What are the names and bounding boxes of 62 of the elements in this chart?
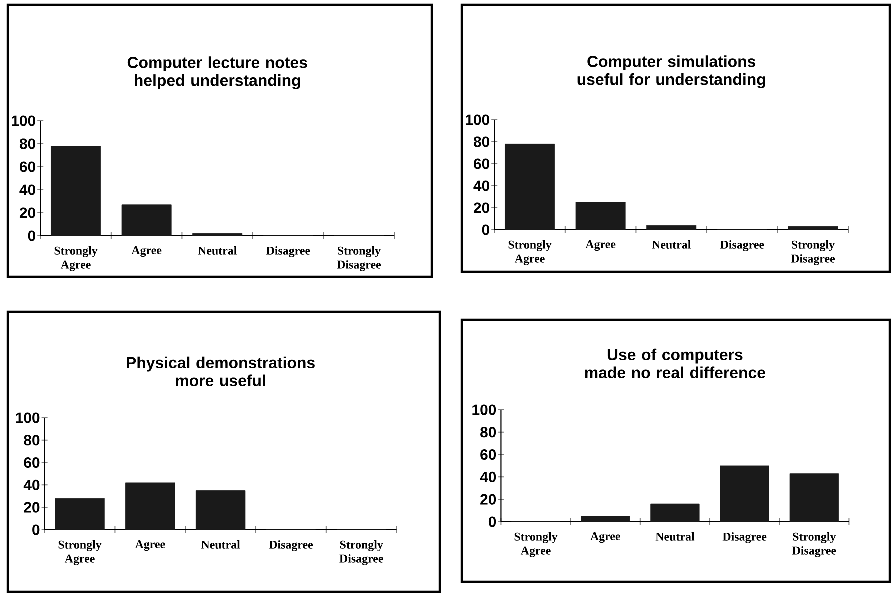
y-tick-label: 80 xyxy=(24,435,40,446)
y-tick-label: 80 xyxy=(20,138,36,150)
bar xyxy=(192,233,243,236)
x-tick-label: Disagree xyxy=(722,532,767,544)
chart-title: Computer lecture notes helped understanding xyxy=(128,56,308,90)
x-tick-label: Strongly Disagree xyxy=(792,532,836,558)
y-tick-label: 0 xyxy=(28,230,36,242)
bar xyxy=(55,498,105,530)
y-tick-label: 60 xyxy=(480,449,496,460)
x-tick-label: Disagree xyxy=(269,540,314,552)
bar xyxy=(126,482,176,530)
x-tick-label: Strongly Agree xyxy=(508,240,552,266)
y-tick-label: 40 xyxy=(480,472,496,482)
bar xyxy=(790,474,839,522)
x-tick-label: Agree xyxy=(135,540,166,552)
bar xyxy=(650,504,700,522)
x-tick-label: Neutral xyxy=(201,540,240,549)
y-tick-label: 60 xyxy=(24,457,40,468)
y-tick-label: 80 xyxy=(474,136,490,148)
y-tick-label: 100 xyxy=(16,412,40,424)
x-tick-label: Neutral xyxy=(656,532,695,541)
y-tick-label: 0 xyxy=(32,524,40,536)
x-tick-label: Neutral xyxy=(198,246,237,255)
bar xyxy=(51,146,101,236)
y-tick-label: 100 xyxy=(12,116,36,126)
x-tick-label: Strongly Disagree xyxy=(340,540,384,566)
bar xyxy=(646,225,697,230)
x-tick-label: Agree xyxy=(132,246,162,258)
x-tick-label: Agree xyxy=(586,240,616,252)
x-tick-label: Disagree xyxy=(266,246,310,258)
bar xyxy=(720,466,770,522)
y-tick-label: 100 xyxy=(472,404,496,416)
bar xyxy=(505,144,555,230)
chart-title: Physical demonstrations more useful xyxy=(127,356,315,386)
y-tick-label: 60 xyxy=(20,162,36,172)
chart-title: Computer simulations useful for understanding xyxy=(578,56,766,88)
y-tick-label: 20 xyxy=(474,202,490,214)
x-tick-label: Strongly Agree xyxy=(54,246,98,272)
y-tick-label: 0 xyxy=(488,516,496,528)
chart-title: Use of computers made no real difference xyxy=(585,348,766,378)
y-tick-label: 40 xyxy=(20,184,36,196)
y-tick-label: 20 xyxy=(20,208,36,218)
x-tick-label: Strongly Disagree xyxy=(337,246,382,272)
x-tick-label: Agree xyxy=(590,532,620,544)
y-tick-label: 0 xyxy=(482,224,490,236)
bar xyxy=(788,226,838,230)
x-tick-label: Disagree xyxy=(720,240,764,252)
x-tick-label: Strongly Disagree xyxy=(791,240,836,266)
bar xyxy=(122,204,172,236)
y-tick-label: 20 xyxy=(24,502,40,513)
y-tick-label: 40 xyxy=(24,480,40,490)
bar xyxy=(581,516,630,522)
bar xyxy=(576,202,626,230)
x-tick-label: Neutral xyxy=(652,240,691,249)
x-tick-label: Strongly Agree xyxy=(58,540,102,566)
y-tick-label: 80 xyxy=(480,427,496,438)
y-tick-label: 60 xyxy=(474,158,490,170)
x-tick-label: Strongly Agree xyxy=(514,532,558,558)
y-tick-label: 40 xyxy=(474,180,490,192)
y-tick-label: 100 xyxy=(466,114,490,126)
bar xyxy=(196,490,246,530)
y-tick-label: 20 xyxy=(480,494,496,505)
